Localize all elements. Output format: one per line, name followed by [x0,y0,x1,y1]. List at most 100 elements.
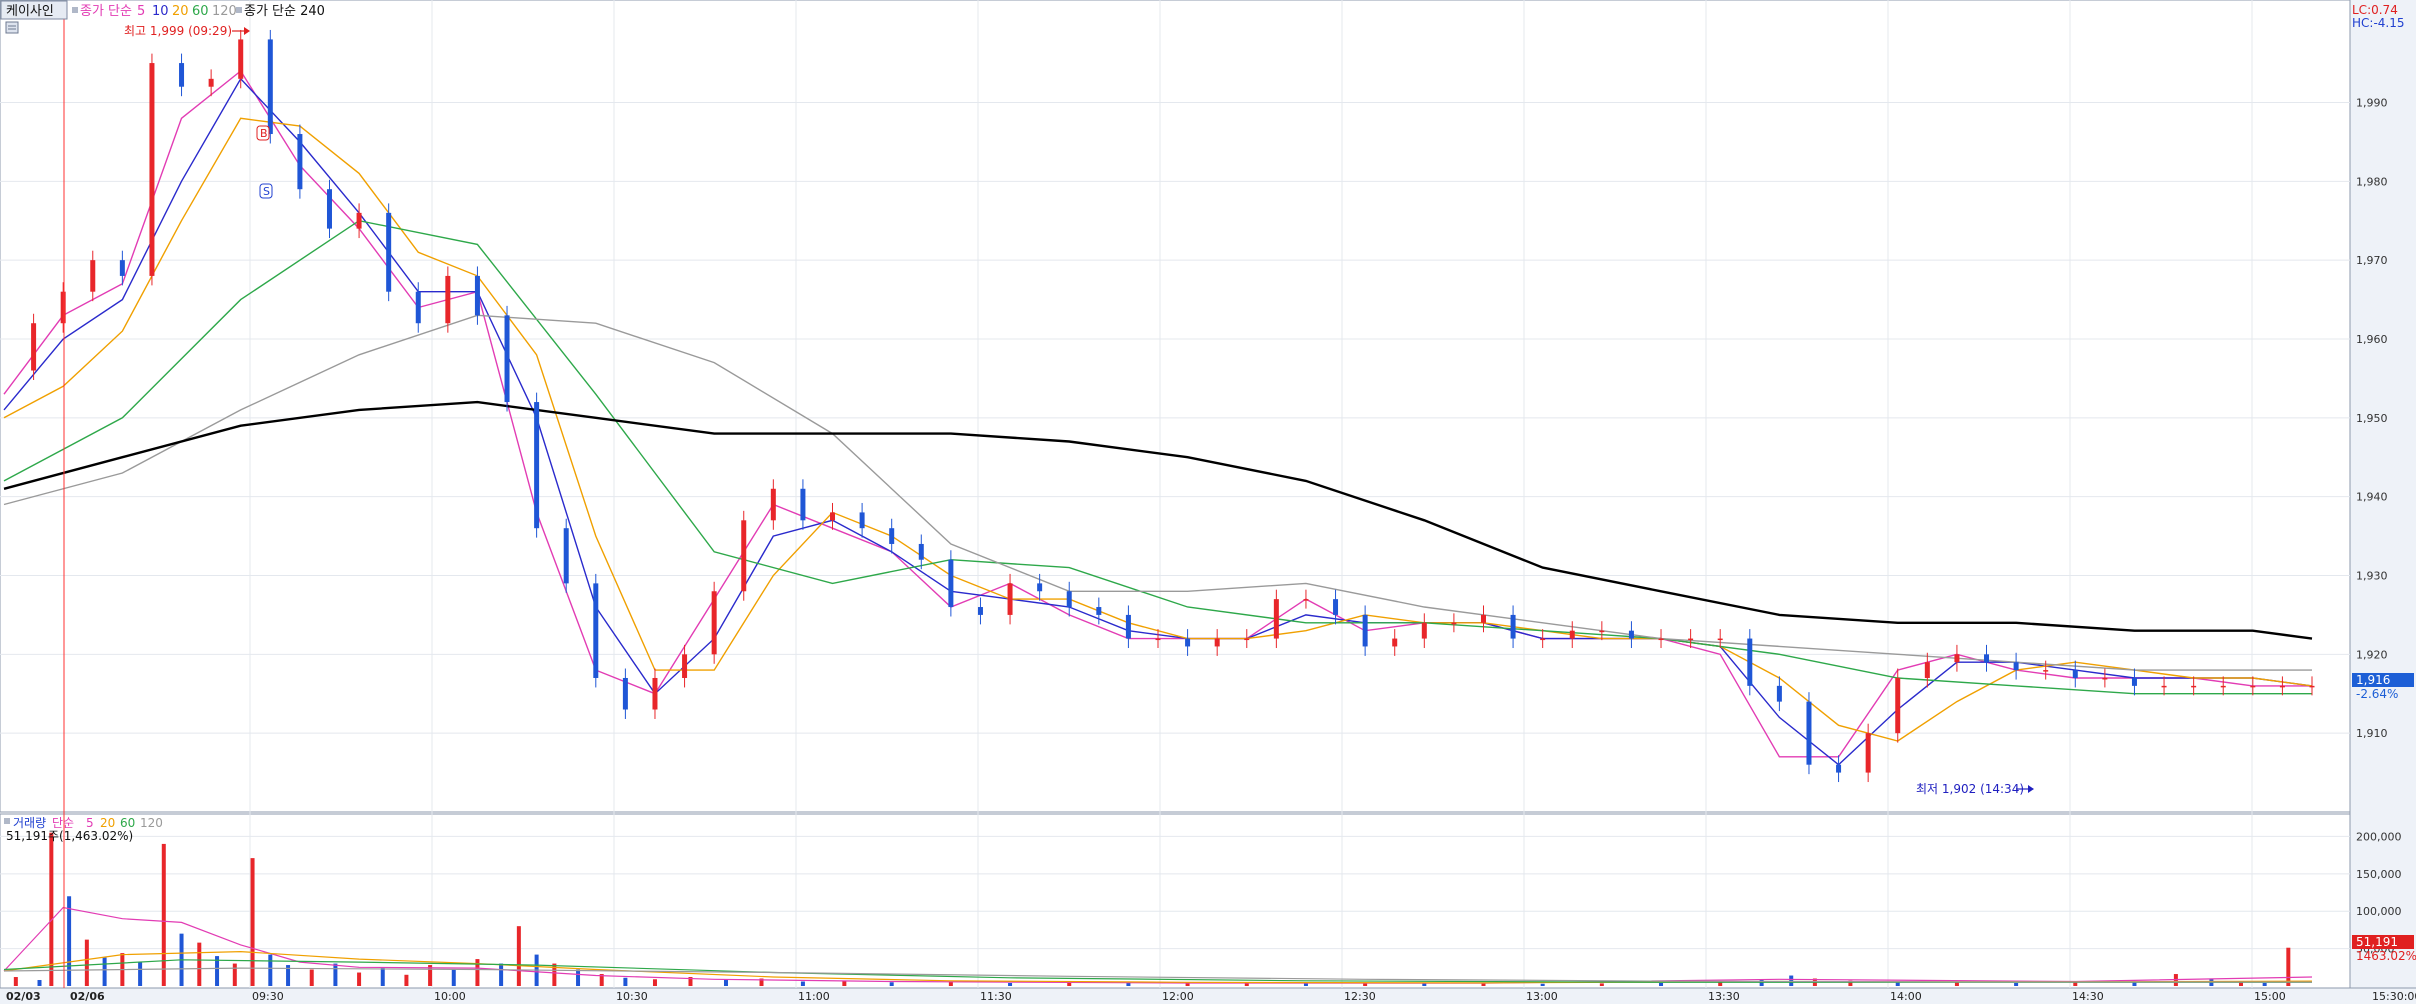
volume-bar [2286,947,2291,986]
volume-bar [13,977,18,986]
current-price: 1,916 [2356,673,2390,687]
price-candle [977,607,983,615]
price-candle [859,512,865,529]
volume-bar [1599,983,1604,986]
ma60-line [3,219,2312,695]
price-candle [622,677,628,710]
price-candle [2161,685,2167,688]
volume-bar [576,969,581,986]
volume-y-tick-label: 100,000 [2356,905,2402,918]
price-y-tick-label: 1,980 [2356,175,2388,188]
price-candle [2250,685,2256,688]
x-tick-label: 14:30 [2072,990,2104,1003]
volume-bar [404,974,409,986]
price-candle [90,260,96,292]
volume-bar [102,957,107,986]
price-candle [2102,677,2108,680]
volume-bar [428,965,433,986]
price-candle [31,323,37,371]
price-y-tick-label: 1,920 [2356,648,2388,661]
volume-ma5: 5 [86,816,94,830]
price-candle [1510,614,1516,639]
price-candle [179,63,185,87]
price-candle [1895,677,1901,734]
x-tick-label: 12:30 [1344,990,1376,1003]
indicator-lc: LC:0.74 [2352,3,2398,17]
ma240-line [3,400,2313,640]
volume-y-tick-label: 150,000 [2356,868,2402,881]
volume-bar [250,858,255,986]
y-axis-strip [2350,0,2416,1004]
price-y-tick-label: 1,930 [2356,569,2388,582]
legend-ma-label: 종가 단순 [80,4,132,19]
volume-bar [1126,983,1131,986]
volume-bar [516,926,521,986]
price-candle [1776,685,1782,702]
price-candle [119,260,125,276]
price-candle [60,291,66,324]
stock-name: 케이사인 [6,4,54,19]
price-candle [1480,614,1486,623]
price-candle [1362,614,1368,647]
volume-bar [499,963,504,986]
price-candle [1244,638,1250,641]
price-y-tick-label: 1,910 [2356,727,2388,740]
volume-bar [800,981,805,986]
volume-bar [1244,982,1249,986]
price-candle [918,543,924,560]
volume-bar [138,962,143,986]
price-candle [593,583,599,678]
stock-name-box[interactable] [0,0,68,20]
volume-bar [49,832,54,986]
price-candle [770,488,776,521]
price-y-tick-label: 1,970 [2356,254,2388,267]
volume-ma120: 120 [140,816,163,830]
sell-signal: S [263,185,270,198]
x-tick-label: 02/03 [6,990,41,1003]
price-candle [711,591,717,655]
price-candle [2043,670,2049,672]
x-tick-label: 15:30:00 [2372,990,2416,1003]
volume-bar [1848,980,1853,986]
price-candle [2131,677,2137,686]
legend-ma10: 10 [152,4,169,19]
volume-bar [215,956,220,986]
price-candle [1303,599,1309,601]
volume-bar [652,979,657,986]
price-candle [800,488,806,521]
volume-bar [599,974,604,986]
volume-bar [37,980,42,986]
x-tick-label: 12:00 [1162,990,1194,1003]
volume-bar [1363,982,1368,986]
price-candle [1984,654,1990,663]
x-axis-strip [0,988,2416,1004]
price-candle [2220,685,2226,688]
x-tick-label: 15:00 [2254,990,2286,1003]
volume-bar [161,843,166,986]
volume-ma20: 20 [100,816,115,830]
current-volume-tag [2352,935,2414,949]
volume-bar [309,969,314,986]
price-candle [208,78,214,87]
x-tick-label: 11:30 [980,990,1012,1003]
price-candle [1037,583,1043,592]
price-candle [1806,701,1812,765]
price-candle [2013,662,2019,671]
price-candle [534,402,540,529]
panel-settings-icon[interactable] [5,21,19,34]
price-candle [1599,630,1605,633]
volume-bar [1008,983,1013,986]
volume-bar [1718,982,1723,986]
volume-title: 거래량 [13,816,46,830]
price-candle [948,559,954,608]
price-candle [1747,638,1753,686]
current-volume-ratio: 1463.02% [2356,949,2416,963]
price-candle [1066,591,1072,608]
indicator-hc: HC:-4.15 [2352,16,2405,30]
legend-ma-marker [72,7,78,13]
volume-bar [623,977,628,986]
volume-legend-marker [4,818,10,824]
price-y-tick-label: 1,940 [2356,491,2388,504]
price-candle [1628,630,1634,639]
